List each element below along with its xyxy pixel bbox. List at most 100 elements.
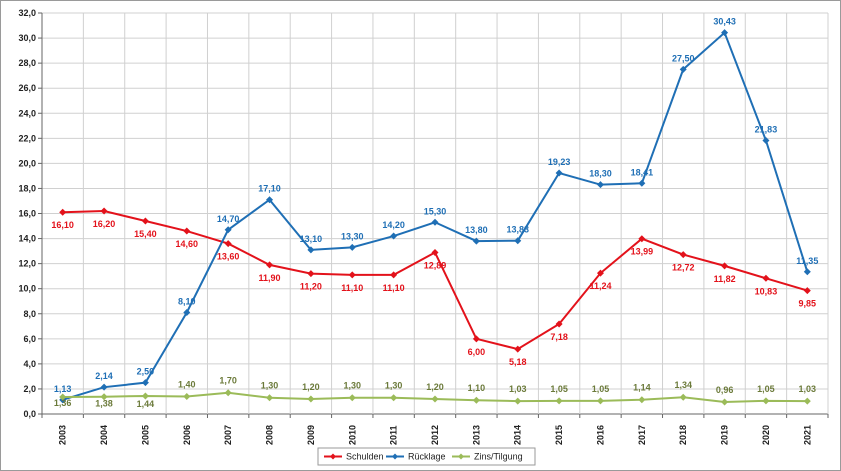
data-label: 16,20 <box>93 219 116 229</box>
x-tick-label: 2019 <box>720 425 730 445</box>
x-tick-label: 2016 <box>595 425 605 445</box>
data-label: 13,30 <box>341 231 364 241</box>
y-tick-label: 4,0 <box>23 359 36 369</box>
data-label: 27,50 <box>672 53 695 63</box>
data-label: 11,10 <box>383 283 405 293</box>
data-point-schulden <box>472 335 480 343</box>
data-point-zins-tilgung <box>762 397 770 405</box>
legend-label: Zins/Tilgung <box>474 452 523 462</box>
x-tick-label: 2017 <box>637 425 647 445</box>
data-label: 12,89 <box>424 260 447 270</box>
data-label: 11,90 <box>259 273 281 283</box>
data-label: 14,20 <box>382 220 405 230</box>
data-point-schulden <box>555 320 563 328</box>
data-label: 1,34 <box>674 380 692 390</box>
data-label: 9,85 <box>799 299 817 309</box>
data-label: 18,41 <box>631 167 654 177</box>
data-point-zins-tilgung <box>59 393 67 401</box>
y-tick-label: 8,0 <box>23 309 36 319</box>
y-tick-label: 0,0 <box>23 409 36 419</box>
data-point-zins-tilgung <box>307 395 315 403</box>
data-label: 2,14 <box>95 371 113 381</box>
data-point-schulden <box>348 271 356 279</box>
gridlines <box>41 12 829 415</box>
y-tick-label: 12,0 <box>18 259 36 269</box>
data-point-r-cklage <box>390 232 398 240</box>
data-point-r-cklage <box>307 246 315 254</box>
y-tick-label: 28,0 <box>18 58 36 68</box>
x-tick-label: 2021 <box>802 425 812 445</box>
data-label: 11,10 <box>341 283 363 293</box>
data-label: 15,30 <box>424 206 447 216</box>
x-tick-label: 2008 <box>265 425 275 445</box>
data-point-r-cklage <box>762 136 770 144</box>
data-label: 1,05 <box>757 384 775 394</box>
x-tick-label: 2009 <box>306 425 316 445</box>
data-point-r-cklage <box>100 383 108 391</box>
data-point-r-cklage <box>141 379 149 387</box>
data-label: 1,36 <box>54 398 72 408</box>
x-tick-label: 2003 <box>58 425 68 445</box>
x-tick-label: 2012 <box>430 425 440 445</box>
data-point-r-cklage <box>266 196 274 204</box>
data-label: 14,60 <box>176 239 199 249</box>
y-tick-label: 10,0 <box>18 284 36 294</box>
x-tick-label: 2014 <box>513 425 523 445</box>
y-tick-label: 26,0 <box>18 83 36 93</box>
data-point-zins-tilgung <box>348 394 356 402</box>
legend-swatch-marker <box>392 453 398 460</box>
data-point-schulden <box>390 271 398 279</box>
legend-box <box>317 447 536 466</box>
data-label: 17,10 <box>258 184 281 194</box>
x-axis: 2003 2004 2005 2006 2007 2008 2009 2010 2011 2012… <box>41 414 829 445</box>
data-point-schulden <box>514 345 522 353</box>
data-point-schulden <box>596 269 604 277</box>
data-label: 14,70 <box>217 214 240 224</box>
y-tick-label: 14,0 <box>18 234 36 244</box>
data-point-zins-tilgung <box>679 393 687 401</box>
y-tick-label: 6,0 <box>23 334 36 344</box>
x-tick-label: 2004 <box>99 425 109 445</box>
data-point-r-cklage <box>431 218 439 226</box>
data-label: 18,30 <box>589 169 612 179</box>
data-point-zins-tilgung <box>183 392 191 400</box>
data-point-zins-tilgung <box>514 397 522 405</box>
data-label: 13,60 <box>217 252 240 262</box>
legend: Schulden Rücklage Zins/Tilgung <box>317 447 536 466</box>
legend-swatch-marker <box>458 453 464 460</box>
data-point-zins-tilgung <box>431 395 439 403</box>
data-point-zins-tilgung <box>390 394 398 402</box>
x-tick-label: 2005 <box>140 425 150 445</box>
data-label: 13,83 <box>506 225 529 235</box>
y-tick-label: 18,0 <box>18 183 36 193</box>
data-label: 10,83 <box>755 286 778 296</box>
y-axis: 0,0 2,0 4,0 6,0 8,0 10,0 12,0 14,0 16,0 18,0 20,0 2… <box>18 8 42 419</box>
data-label: 2,50 <box>137 367 155 377</box>
data-point-zins-tilgung <box>803 397 811 405</box>
data-point-schulden <box>224 240 232 248</box>
x-tick-label: 2020 <box>761 425 771 445</box>
legend-swatch-marker <box>330 453 336 460</box>
data-point-r-cklage <box>348 243 356 251</box>
data-point-zins-tilgung <box>266 394 274 402</box>
x-tick-label: 2015 <box>554 425 564 445</box>
data-point-r-cklage <box>183 308 191 316</box>
data-point-schulden <box>679 251 687 259</box>
data-label: 1,05 <box>592 384 610 394</box>
data-point-schulden <box>803 287 811 295</box>
data-point-r-cklage <box>555 169 563 177</box>
data-point-schulden <box>59 208 67 216</box>
data-label: 0,96 <box>716 385 734 395</box>
data-point-r-cklage <box>638 179 646 187</box>
data-label: 8,10 <box>178 296 196 306</box>
data-label: 11,82 <box>714 274 736 284</box>
data-point-zins-tilgung <box>555 397 563 405</box>
y-tick-label: 16,0 <box>18 209 36 219</box>
data-point-r-cklage <box>679 65 687 73</box>
x-tick-label: 2006 <box>182 425 192 445</box>
x-tick-label: 2010 <box>347 425 357 445</box>
data-point-r-cklage <box>472 237 480 245</box>
data-point-r-cklage <box>514 237 522 245</box>
data-point-zins-tilgung <box>721 398 729 406</box>
